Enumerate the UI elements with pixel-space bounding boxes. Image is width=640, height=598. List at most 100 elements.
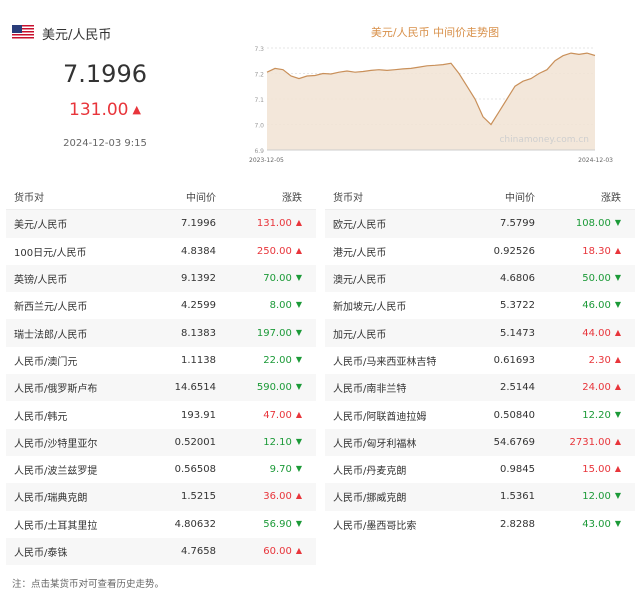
table-row[interactable]: 100日元/人民币 4.8384 250.00 ▲ [6,238,316,265]
table-row[interactable]: 新加坡元/人民币 5.3722 46.00 ▼ [325,292,635,319]
change-value: 2731.00 [569,436,611,448]
table-row[interactable]: 英镑/人民币 9.1392 70.00 ▼ [6,264,316,293]
table-row[interactable]: 欧元/人民币 7.5799 108.00 ▼ [325,210,635,238]
change-value: 12.00 [582,491,611,503]
currency-pair-link[interactable]: 人民币/墨西哥比索 [333,520,417,532]
currency-pair-link[interactable]: 人民币/沙特里亚尔 [14,438,98,450]
currency-pair-link[interactable]: 人民币/俄罗斯卢布 [14,384,98,396]
table-row[interactable]: 人民币/韩元 193.91 47.00 ▲ [6,401,316,428]
change-value: 12.20 [582,409,611,421]
rate-header: 美元/人民币 7.1996 131.00 ▲ 2024-12-03 9:15 美元… [0,0,640,180]
rate-change-cell: 250.00 ▲ [216,246,308,257]
change-value: 131.00 [256,218,292,230]
table-row[interactable]: 人民币/波兰兹罗提 0.56508 9.70 ▼ [6,456,316,483]
table-row[interactable]: 人民币/丹麦克朗 0.9845 15.00 ▲ [325,456,635,483]
currency-pair-link[interactable]: 瑞士法郎/人民币 [14,329,88,341]
currency-pair-link[interactable]: 新加坡元/人民币 [333,302,407,314]
currency-pair-link[interactable]: 加元/人民币 [333,329,387,341]
currency-pair-link[interactable]: 人民币/澳门元 [14,356,78,368]
table-row[interactable]: 人民币/泰铢 4.7658 60.00 ▲ [6,537,316,566]
table-header-row: 货币对 中间价 涨跌 [6,183,316,211]
down-arrow-icon: ▼ [614,218,621,228]
table-row[interactable]: 港元/人民币 0.92526 18.30 ▲ [325,238,635,265]
change-value: 18.30 [582,245,611,257]
currency-pair-link[interactable]: 人民币/泰铢 [14,548,68,559]
rate-trend-chart[interactable]: 美元/人民币 中间价走势图 7.3 7.2 7.1 7.0 6.9 2023-12-05 2… [245,20,625,170]
table-row[interactable]: 人民币/挪威克朗 1.5361 12.00 ▼ [325,483,635,511]
table-row[interactable]: 澳元/人民币 4.6806 50.00 ▼ [325,264,635,293]
currency-pair-link[interactable]: 港元/人民币 [333,247,387,259]
us-flag-icon [12,25,34,40]
up-arrow-icon: ▲ [295,409,302,419]
currency-pair-link[interactable]: 人民币/韩元 [14,411,68,423]
currency-pair-link[interactable]: 人民币/土耳其里拉 [14,520,98,532]
change-value: 15.00 [582,464,611,476]
table-row[interactable]: 人民币/马来西亚林吉特 0.61693 2.30 ▲ [325,347,635,374]
currency-pair-link[interactable]: 人民币/瑞典克朗 [14,493,88,505]
table-row[interactable]: 美元/人民币 7.1996 131.00 ▲ [6,210,316,238]
pair-title: 美元/人民币 [42,28,112,43]
rate-change-cell: 12.10 ▼ [216,437,308,448]
currency-pair-link[interactable]: 人民币/丹麦克朗 [333,466,407,478]
table-row[interactable]: 人民币/澳门元 1.1138 22.00 ▼ [6,347,316,374]
mid-rate: 0.50840 [493,409,535,421]
change-value: 12.10 [263,436,292,448]
header-change: 涨跌 [282,192,302,204]
currency-pair-link[interactable]: 人民币/马来西亚林吉特 [333,356,437,368]
table-row[interactable]: 人民币/瑞典克朗 1.5215 36.00 ▲ [6,483,316,511]
currency-pair-link[interactable]: 美元/人民币 [14,220,68,232]
x-end-label: 2024-12-03 [578,157,613,164]
currency-pair-link[interactable]: 新西兰元/人民币 [14,302,88,314]
up-arrow-icon: ▲ [295,245,302,255]
rates-table-right: 货币对 中间价 涨跌 欧元/人民币 7.5799 108.00 ▼ 港元/人民币 0.92… [325,183,635,538]
table-row[interactable]: 新西兰元/人民币 4.2599 8.00 ▼ [6,292,316,319]
change-value: 47.00 [263,409,292,421]
footnote: 注：点击某货币对可查看历史走势。 [12,579,165,590]
down-arrow-icon: ▼ [614,300,621,310]
rate-change-value: 131.00 [69,100,129,120]
change-value: 250.00 [256,245,292,257]
table-row[interactable]: 人民币/阿联酋迪拉姆 0.50840 12.20 ▼ [325,401,635,428]
change-value: 43.00 [582,518,611,530]
currency-pair-link[interactable]: 人民币/南非兰特 [333,384,407,396]
rate-change: 131.00 ▲ [0,100,210,120]
rate-change-cell: 9.70 ▼ [216,464,308,475]
currency-pair-link[interactable]: 英镑/人民币 [14,275,68,287]
table-row[interactable]: 人民币/墨西哥比索 2.8288 43.00 ▼ [325,511,635,538]
chart-area [267,53,595,150]
rate-change-cell: 12.00 ▼ [535,491,627,502]
mid-rate: 0.52001 [174,436,216,448]
currency-pair-link[interactable]: 人民币/波兰兹罗提 [14,466,98,478]
currency-pair-link[interactable]: 人民币/挪威克朗 [333,493,407,505]
current-rate: 7.1996 [63,60,147,88]
rate-change-cell: 44.00 ▲ [535,328,627,339]
currency-pair-link[interactable]: 欧元/人民币 [333,220,387,232]
down-arrow-icon: ▼ [614,409,621,419]
rate-change-cell: 70.00 ▼ [216,273,308,284]
y-tick-label: 7.0 [254,123,264,130]
rate-change-cell: 50.00 ▼ [535,273,627,284]
down-arrow-icon: ▼ [295,327,302,337]
mid-rate: 7.5799 [500,218,535,230]
up-arrow-icon: ▲ [614,245,621,255]
table-row[interactable]: 人民币/俄罗斯卢布 14.6514 590.00 ▼ [6,374,316,402]
currency-pair-link[interactable]: 澳元/人民币 [333,275,387,287]
table-row[interactable]: 人民币/土耳其里拉 4.80632 56.90 ▼ [6,511,316,538]
table-row[interactable]: 人民币/匈牙利福林 54.6769 2731.00 ▲ [325,428,635,456]
rate-change-cell: 590.00 ▼ [216,382,308,393]
y-tick-label: 6.9 [254,148,264,155]
rate-change-cell: 60.00 ▲ [216,546,308,557]
up-arrow-icon: ▲ [295,218,302,228]
mid-rate: 0.92526 [493,245,535,257]
currency-pair-link[interactable]: 人民币/阿联酋迪拉姆 [333,411,427,423]
rate-timestamp: 2024-12-03 9:15 [63,138,147,149]
table-row[interactable]: 瑞士法郎/人民币 8.1383 197.00 ▼ [6,319,316,347]
change-value: 24.00 [582,382,611,394]
header-pair: 货币对 [333,192,363,204]
table-row[interactable]: 加元/人民币 5.1473 44.00 ▲ [325,319,635,347]
table-row[interactable]: 人民币/沙特里亚尔 0.52001 12.10 ▼ [6,428,316,456]
currency-pair-link[interactable]: 100日元/人民币 [14,247,87,259]
currency-pair-link[interactable]: 人民币/匈牙利福林 [333,438,417,450]
table-row[interactable]: 人民币/南非兰特 2.5144 24.00 ▲ [325,374,635,402]
rates-table-left: 货币对 中间价 涨跌 美元/人民币 7.1996 131.00 ▲ 100日元/人民币 4… [6,183,316,566]
